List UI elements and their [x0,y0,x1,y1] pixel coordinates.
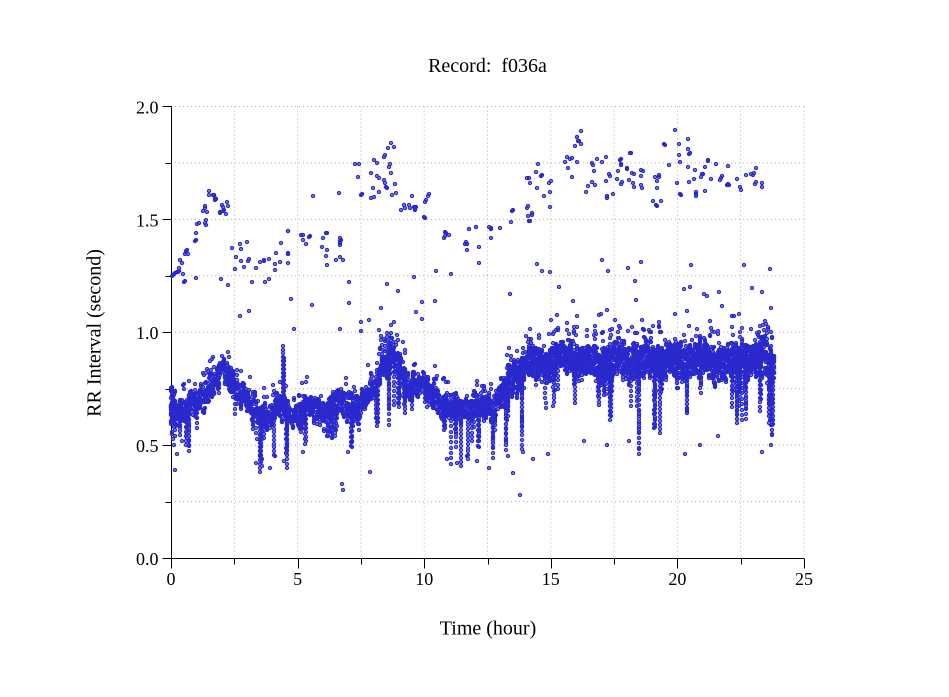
svg-text:Time (hour): Time (hour) [440,618,536,640]
svg-text:25: 25 [795,569,813,589]
svg-text:0.5: 0.5 [136,436,159,456]
svg-text:5: 5 [293,569,302,589]
svg-text:0: 0 [167,569,176,589]
svg-text:0.0: 0.0 [136,549,159,569]
svg-text:10: 10 [415,569,433,589]
svg-text:Record: f036a: Record: f036a [428,55,547,77]
svg-text:1.5: 1.5 [136,210,159,230]
svg-text:1.0: 1.0 [136,323,159,343]
svg-text:15: 15 [542,569,560,589]
svg-text:20: 20 [668,569,686,589]
svg-text:2.0: 2.0 [136,98,159,118]
svg-text:RR Interval (second): RR Interval (second) [84,249,106,417]
